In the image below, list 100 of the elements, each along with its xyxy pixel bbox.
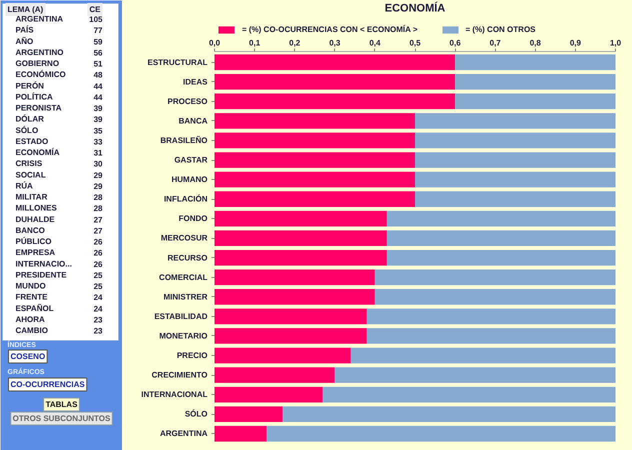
category-label: CRISIS — [16, 159, 43, 168]
y-tick-label: COMERCIAL — [159, 272, 208, 282]
bar — [366, 308, 616, 324]
text: COSENO — [10, 352, 46, 361]
y-tick-label: ARGENTINA — [160, 429, 208, 438]
data-label: 27 — [94, 215, 104, 224]
data-label: 23 — [94, 315, 104, 324]
data-label: 56 — [94, 48, 104, 58]
bar — [455, 54, 616, 70]
x-tick-label: 0,3 — [329, 38, 341, 48]
data-label: 35 — [94, 126, 104, 136]
bar — [386, 210, 616, 226]
data-label: 23 — [94, 326, 104, 336]
y-tick-label: PRECIO — [176, 351, 208, 360]
category-label: BANCO — [16, 226, 45, 235]
bar — [214, 74, 456, 90]
category-label: INTERNACIO... — [16, 259, 72, 268]
y-tick-label: RECURSO — [167, 253, 208, 262]
bar — [214, 210, 387, 226]
bar — [386, 230, 616, 246]
bar — [214, 406, 283, 422]
bar — [214, 172, 415, 188]
category-label: GOBIERNO — [16, 59, 60, 68]
category-label: SOCIAL — [16, 170, 46, 180]
category-label: DÓLAR — [16, 114, 44, 124]
y-tick-label: FONDO — [178, 214, 208, 224]
data-label: 28 — [94, 193, 104, 202]
data-label: 105 — [89, 15, 104, 24]
y-tick-label: SÓLO — [184, 408, 208, 419]
category-label: PRESIDENTE — [16, 270, 68, 280]
y-tick-label: GASTAR — [174, 156, 208, 165]
bar — [350, 348, 616, 364]
category-label: EMPRESA — [16, 248, 56, 258]
x-tick-label: 0,9 — [570, 38, 582, 48]
bar — [214, 250, 387, 266]
legend-label: = (%) CON OTROS — [466, 25, 536, 34]
category-label: AÑO — [16, 36, 34, 46]
bar — [455, 94, 616, 110]
bar — [214, 113, 415, 129]
category-label: RÚA — [16, 180, 34, 190]
bar — [214, 94, 456, 110]
bar — [415, 132, 616, 148]
bar — [214, 230, 387, 246]
y-tick-label: CRECIMIENTO — [152, 370, 208, 380]
bar — [214, 348, 351, 364]
bar — [266, 426, 616, 442]
category-label: FRENTE — [16, 292, 48, 302]
bar — [214, 191, 415, 207]
y-tick-label: INTERNACIONAL — [141, 390, 208, 400]
bar — [415, 191, 616, 207]
data-label: 39 — [94, 104, 104, 113]
bar — [214, 308, 367, 324]
data-label: 25 — [94, 282, 104, 291]
data-label: 30 — [94, 160, 104, 169]
category-label: ARGENTINA — [16, 14, 64, 24]
x-tick-label: 0,4 — [369, 38, 382, 48]
y-tick-label: IDEAS — [183, 77, 208, 86]
y-tick-label: MONETARIO — [159, 331, 208, 340]
y-tick-label: MERCOSUR — [160, 234, 208, 243]
bar — [214, 328, 367, 344]
x-tick-label: 0,5 — [409, 38, 422, 48]
bar — [214, 132, 415, 148]
data-label: 59 — [94, 37, 104, 46]
data-label: 28 — [94, 204, 104, 214]
text: CO-OCURRENCIAS — [10, 380, 86, 389]
data-label: 51 — [94, 60, 104, 68]
y-tick-label: ESTRUCTURAL — [148, 58, 208, 67]
category-label: POLÍTICA — [16, 91, 54, 102]
x-tick-label: 0,8 — [530, 38, 542, 48]
data-label: 44 — [94, 92, 104, 102]
category-label: PÚBLICO — [16, 236, 52, 246]
category-label: ARGENTINO — [16, 48, 64, 57]
bar — [322, 386, 616, 402]
text: LEMA (A) — [8, 5, 44, 14]
bar — [386, 250, 616, 266]
bar — [214, 426, 267, 442]
x-tick-label: 0,0 — [208, 38, 221, 48]
bar — [366, 328, 616, 344]
category-label: ECONOMÍA — [16, 147, 60, 157]
text: TABLAS — [46, 400, 78, 409]
bar — [214, 367, 335, 383]
data-label: 29 — [94, 170, 104, 180]
x-tick-label: 1,0 — [610, 38, 622, 48]
data-label: 29 — [94, 182, 104, 191]
category-label: PERÓN — [16, 80, 44, 90]
category-label: AHORA — [16, 314, 46, 324]
bar — [214, 270, 375, 286]
bar — [374, 270, 616, 286]
category-label: DUHALDE — [16, 214, 56, 224]
y-tick-label: BRASILEÑO — [160, 134, 208, 145]
x-tick-label: 0,6 — [450, 38, 462, 48]
bar — [214, 289, 375, 305]
category-label: MILITAR — [16, 192, 48, 202]
data-label: 27 — [94, 226, 104, 236]
category-label: ESTADO — [16, 136, 48, 146]
category-label: SÓLO — [16, 124, 38, 135]
data-label: 26 — [94, 238, 104, 246]
category-label: PERONISTA — [16, 104, 62, 112]
data-label: 24 — [94, 304, 104, 314]
text: CE — [89, 5, 102, 14]
